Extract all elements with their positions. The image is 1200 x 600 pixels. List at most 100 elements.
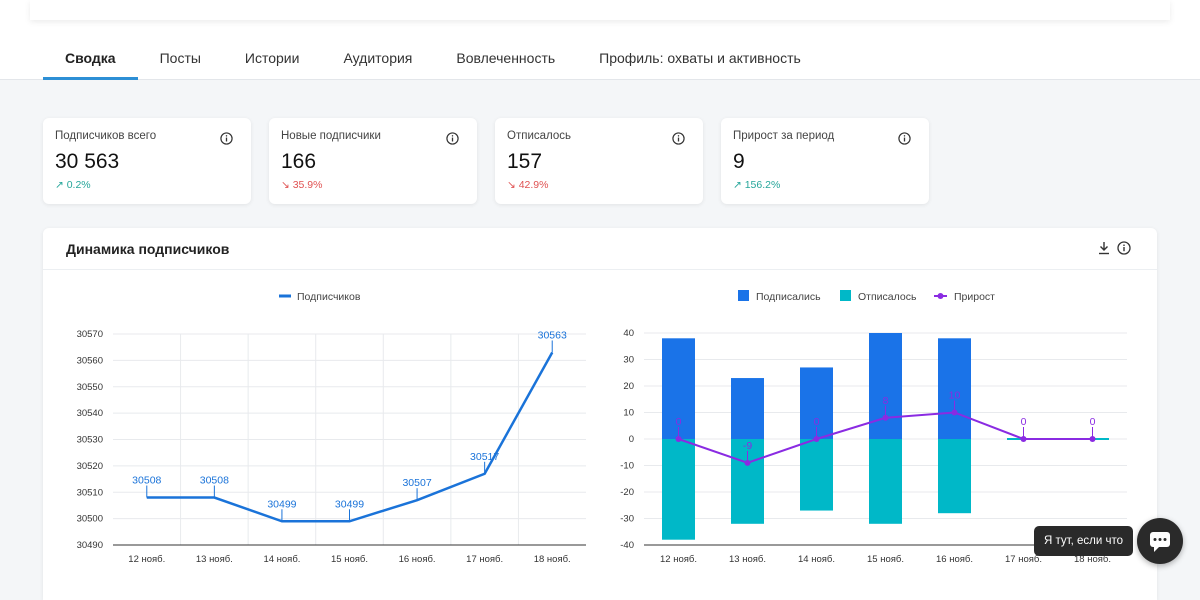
kpi-delta: ↗ 156.2% xyxy=(733,179,781,191)
subscriptions-bar-chart: -40 -30 -20 -10 0 10 20 30 40 12 нояб. 13 нояб. 14 … xyxy=(620,290,1127,565)
x-tick-label: 16 нояб. xyxy=(399,554,436,565)
kpi-label: Отписалось xyxy=(507,130,571,142)
kpi-value: 166 xyxy=(281,150,317,173)
data-label: 30517 xyxy=(470,451,499,463)
y-tick-label: -30 xyxy=(620,514,634,525)
tab-stories[interactable]: Истории xyxy=(244,50,300,66)
info-icon[interactable] xyxy=(446,132,459,145)
kpi-label: Подписчиков всего xyxy=(55,130,157,142)
y-tick-label: -20 xyxy=(620,487,634,498)
y-tick-label: 30 xyxy=(623,355,634,366)
x-tick-label: 17 нояб. xyxy=(1005,554,1042,565)
data-label: 30499 xyxy=(335,498,364,510)
kpi-card-period-growth: Прирост за период 9 ↗ 156.2% xyxy=(721,118,929,204)
x-tick-label: 15 нояб. xyxy=(331,554,368,565)
data-label: 30508 xyxy=(132,475,161,487)
info-icon[interactable] xyxy=(672,132,685,145)
y-tick-label: 10 xyxy=(623,408,634,419)
kpi-delta: ↘ 35.9% xyxy=(281,179,323,191)
panel-header: Динамика подписчиков xyxy=(43,228,1157,270)
kpi-card-total-subscribers: Подписчиков всего 30 563 ↗ 0.2% xyxy=(43,118,251,204)
subscribers-dynamics-panel: Динамика подписчиков xyxy=(43,228,1157,600)
subscribed-bar xyxy=(938,338,971,439)
top-navigation: Сводка Посты Истории Аудитория Вовлеченн… xyxy=(0,0,1200,80)
info-icon[interactable] xyxy=(898,132,911,145)
kpi-delta: ↘ 42.9% xyxy=(507,179,549,191)
kpi-value: 157 xyxy=(507,150,543,173)
panel-actions xyxy=(1097,241,1131,255)
chat-button[interactable] xyxy=(1137,518,1183,564)
data-label: 30499 xyxy=(267,498,296,510)
x-tick-label: 16 нояб. xyxy=(936,554,973,565)
y-tick-label: 30510 xyxy=(77,487,103,498)
tab-bar: Сводка Посты Истории Аудитория Вовлеченн… xyxy=(43,40,823,80)
download-icon[interactable] xyxy=(1097,241,1111,255)
x-tick-label: 18 нояб. xyxy=(1074,554,1111,565)
tab-profile-reach[interactable]: Профиль: охваты и активность xyxy=(599,50,801,66)
data-label: 0 xyxy=(1090,416,1096,428)
y-tick-label: 30500 xyxy=(77,514,103,525)
subscribers-line-chart: 30490 30500 30510 30520 30530 30540 30550 30560… xyxy=(77,291,586,565)
unsubscribed-bar xyxy=(662,439,695,540)
kpi-delta: ↗ 0.2% xyxy=(55,179,91,191)
data-label: 30507 xyxy=(402,477,431,489)
y-tick-label: 0 xyxy=(629,434,634,445)
data-label: 8 xyxy=(883,395,889,407)
data-label: -9 xyxy=(743,440,752,452)
unsubscribed-bar xyxy=(938,439,971,514)
kpi-value: 30 563 xyxy=(55,150,120,173)
x-tick-label: 18 нояб. xyxy=(534,554,571,565)
y-tick-label: 30520 xyxy=(77,461,103,472)
legend-swatch xyxy=(840,290,851,301)
legend-label: Отписалось xyxy=(858,291,917,303)
chat-tooltip: Я тут, если что xyxy=(1034,526,1134,556)
x-tick-label: 13 нояб. xyxy=(196,554,233,565)
subscribed-bar xyxy=(662,338,695,439)
y-tick-label: 30570 xyxy=(77,329,103,340)
data-label: 30508 xyxy=(200,475,229,487)
tab-audience[interactable]: Аудитория xyxy=(343,50,413,66)
data-label: 0 xyxy=(1021,416,1027,428)
legend-label: Подписались xyxy=(756,291,821,303)
info-icon[interactable] xyxy=(220,132,233,145)
tab-posts[interactable]: Посты xyxy=(159,50,201,66)
legend-label: Подписчиков xyxy=(297,291,361,303)
data-label: 0 xyxy=(676,416,682,428)
x-tick-label: 13 нояб. xyxy=(729,554,766,565)
subscribed-bar xyxy=(731,378,764,439)
kpi-card-unsubscribed: Отписалось 157 ↘ 42.9% xyxy=(495,118,703,204)
kpi-value: 9 xyxy=(733,150,745,173)
x-tick-label: 12 нояб. xyxy=(660,554,697,565)
y-tick-label: 20 xyxy=(623,381,634,392)
y-tick-label: 30550 xyxy=(77,382,103,393)
header-bar xyxy=(30,0,1170,20)
x-tick-label: 15 нояб. xyxy=(867,554,904,565)
legend-label: Прирост xyxy=(954,291,995,303)
chat-icon xyxy=(1150,532,1170,552)
legend-swatch xyxy=(738,290,749,301)
kpi-label: Прирост за период xyxy=(733,130,835,142)
x-tick-label: 17 нояб. xyxy=(466,554,503,565)
y-tick-label: 40 xyxy=(623,328,634,339)
unsubscribed-bar xyxy=(869,439,902,524)
info-icon[interactable] xyxy=(1117,241,1131,255)
y-tick-label: 30490 xyxy=(77,540,103,551)
subscribed-bar xyxy=(869,333,902,439)
unsubscribed-bar xyxy=(800,439,833,511)
x-tick-label: 12 нояб. xyxy=(128,554,165,565)
subscribers-line xyxy=(146,351,554,523)
data-label: 30563 xyxy=(538,329,567,341)
y-tick-label: -40 xyxy=(620,540,634,551)
legend-swatch xyxy=(937,293,944,299)
data-label: 10 xyxy=(949,390,961,402)
tab-engagement[interactable]: Вовлеченность xyxy=(456,50,556,66)
y-tick-label: 30530 xyxy=(77,435,103,446)
x-tick-label: 14 нояб. xyxy=(798,554,835,565)
y-tick-label: -10 xyxy=(620,461,634,472)
tab-summary[interactable]: Сводка xyxy=(43,40,138,80)
data-label: 0 xyxy=(814,416,820,428)
kpi-card-new-subscribers: Новые подписчики 166 ↘ 35.9% xyxy=(269,118,477,204)
y-tick-label: 30540 xyxy=(77,408,103,419)
y-tick-label: 30560 xyxy=(77,355,103,366)
x-tick-label: 14 нояб. xyxy=(263,554,300,565)
